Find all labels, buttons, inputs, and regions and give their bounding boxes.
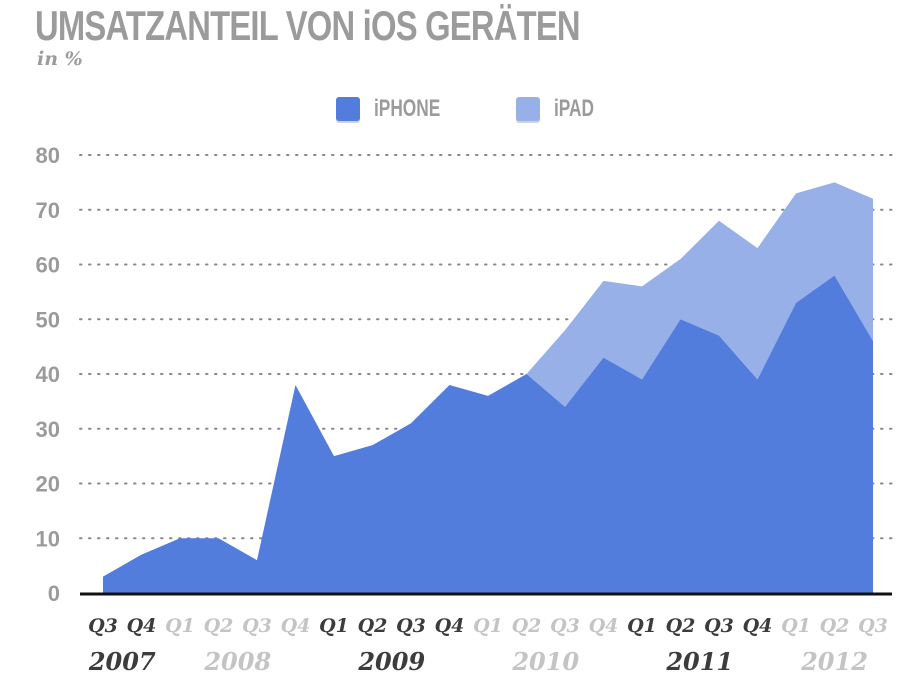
legend-item-ipad[interactable]: iPAD [516, 95, 610, 123]
y-tick-label: 60 [36, 253, 60, 278]
x-tick-label: Q3 [858, 615, 888, 637]
year-label: 2012 [800, 647, 868, 674]
x-tick-label: Q4 [127, 615, 157, 637]
year-label: 2007 [88, 647, 156, 674]
x-axis-quarter-ticks: Q3 Q4 Q1 Q2 Q3 Q4 Q1 Q2 Q3 Q4 Q1 Q2 Q3 Q4 Q1 Q2 Q3 Q4 Q1 Q2… [88, 615, 888, 637]
area-iphone [103, 275, 873, 593]
legend-swatch-ipad [516, 97, 540, 121]
x-tick-label: Q4 [743, 615, 773, 637]
y-tick-label: 50 [36, 307, 60, 332]
x-tick-label: Q2 [204, 615, 234, 637]
x-axis-year-labels: 2007 2008 2009 2010 2011 2012 [88, 647, 868, 674]
y-tick-label: 30 [36, 417, 60, 442]
legend-label-ipad: iPAD [554, 95, 595, 122]
y-axis-ticks: 0 10 20 30 40 50 60 70 80 [36, 143, 60, 606]
x-tick-label: Q2 [666, 615, 696, 637]
y-tick-label: 40 [36, 362, 60, 387]
y-tick-label: 20 [36, 472, 60, 497]
x-tick-label: Q1 [319, 615, 349, 637]
x-tick-label: Q3 [242, 615, 272, 637]
x-tick-label: Q3 [704, 615, 734, 637]
year-label: 2009 [357, 647, 425, 674]
x-tick-label: Q3 [396, 615, 426, 637]
chart-subtitle: in % [37, 48, 83, 70]
x-tick-label: Q2 [512, 615, 542, 637]
y-tick-label: 70 [36, 198, 60, 223]
x-tick-label: Q4 [435, 615, 465, 637]
x-tick-label: Q1 [781, 615, 811, 637]
x-tick-label: Q1 [473, 615, 503, 637]
legend-label-iphone: iPHONE [374, 95, 441, 122]
y-tick-label: 80 [36, 143, 60, 168]
y-tick-label: 0 [48, 581, 60, 606]
areas [103, 182, 873, 593]
legend-item-iphone[interactable]: iPHONE [336, 95, 466, 123]
y-tick-label: 10 [36, 526, 60, 551]
chart-title: UMSATZANTEIL VON iOS GERÄTEN [35, 2, 581, 49]
year-label: 2011 [665, 647, 733, 674]
x-tick-label: Q4 [589, 615, 619, 637]
area-ipad [526, 182, 873, 407]
year-label: 2010 [511, 647, 579, 674]
legend-swatch-iphone [336, 97, 360, 121]
x-tick-label: Q2 [358, 615, 388, 637]
year-label: 2008 [203, 647, 271, 674]
legend: iPHONE iPAD [0, 95, 898, 125]
x-tick-label: Q1 [165, 615, 195, 637]
x-tick-label: Q1 [627, 615, 657, 637]
x-tick-label: Q3 [88, 615, 118, 637]
x-tick-label: Q3 [550, 615, 580, 637]
x-tick-label: Q4 [281, 615, 311, 637]
x-tick-label: Q2 [820, 615, 850, 637]
